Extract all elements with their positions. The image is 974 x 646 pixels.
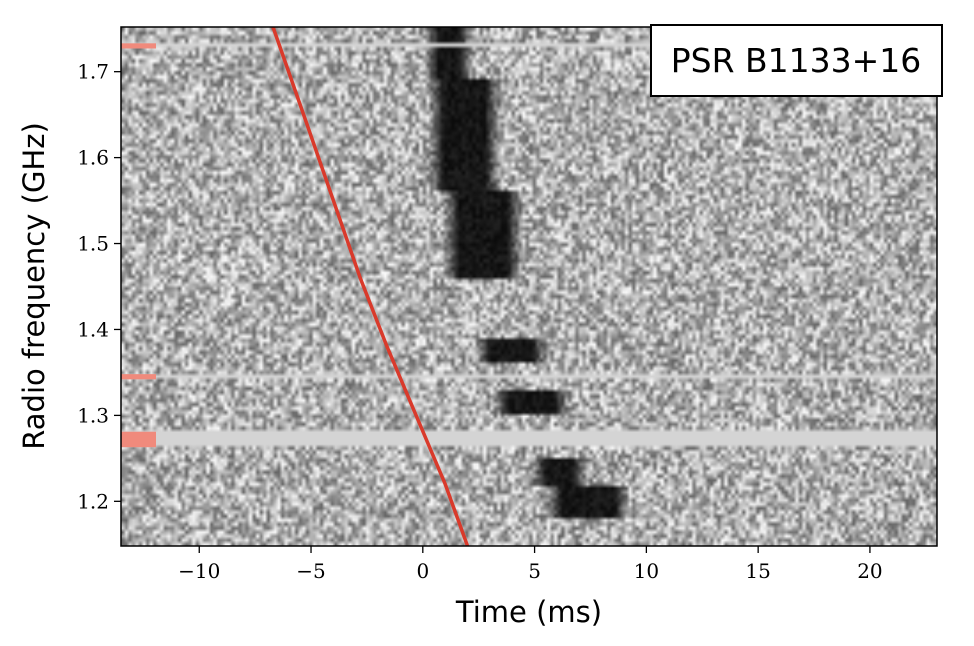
y-tick-label: 1.5 (77, 232, 109, 256)
plot-frame (120, 26, 938, 547)
x-tick-label: 20 (857, 559, 882, 583)
x-tick-label: 15 (745, 559, 770, 583)
y-tick-label: 1.3 (77, 403, 109, 427)
masked-channel-marker (121, 374, 156, 380)
x-tick-label: 10 (634, 559, 659, 583)
masked-channel-markers (121, 43, 156, 448)
title-box-frame (650, 24, 943, 97)
y-tick-label: 1.7 (77, 60, 109, 84)
x-tick-label: −10 (178, 559, 220, 583)
y-tick-label: 1.2 (77, 489, 109, 513)
heatmap (121, 27, 937, 546)
x-axis: −10 −5 0 5 10 15 20 (178, 546, 883, 583)
x-tick-label: 5 (528, 559, 541, 583)
y-tick-label: 1.6 (77, 146, 109, 170)
y-axis-label: Radio frequency (GHz) (17, 122, 51, 450)
x-tick-label: −5 (296, 559, 325, 583)
dispersion-curve (271, 27, 470, 546)
masked-channel-marker (121, 431, 156, 448)
plot-area (120, 26, 938, 547)
x-tick-label: 0 (416, 559, 429, 583)
y-tick-label: 1.4 (77, 317, 109, 341)
y-axis: 1.2 1.3 1.4 1.5 1.6 1.7 (77, 60, 121, 513)
title-box: PSR B1133+16 (650, 24, 943, 97)
chart-title: PSR B1133+16 (671, 41, 922, 80)
masked-channel-marker (121, 43, 156, 49)
x-axis-label: Time (ms) (455, 595, 602, 629)
